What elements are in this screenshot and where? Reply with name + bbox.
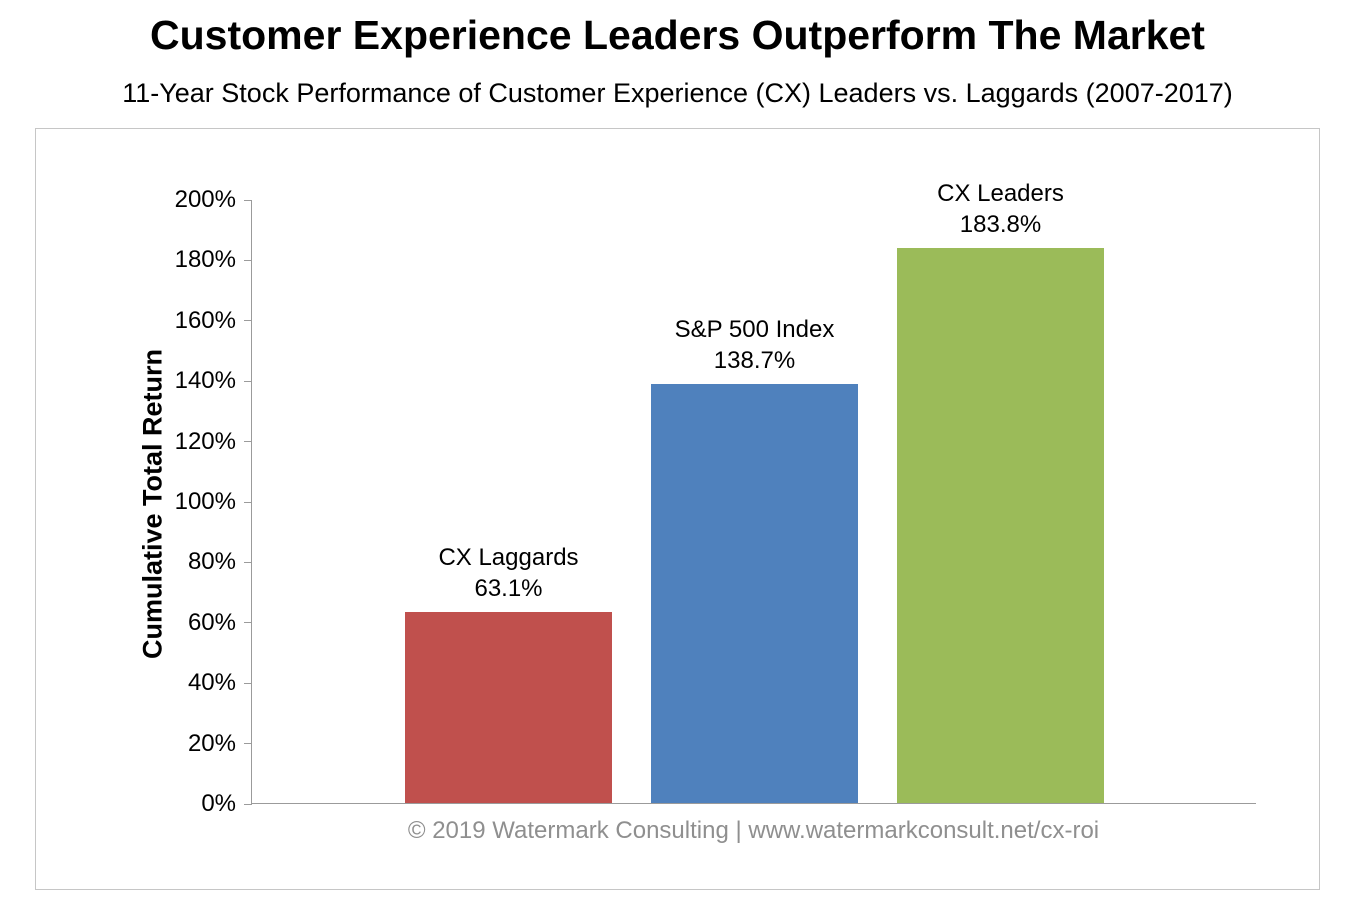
y-tick-mark: [244, 501, 252, 503]
page-title: Customer Experience Leaders Outperform T…: [150, 12, 1205, 58]
y-tick-mark: [244, 622, 252, 624]
y-tick-label: 100%: [174, 488, 236, 515]
footer-credit: © 2019 Watermark Consulting | www.waterm…: [407, 817, 1100, 844]
y-tick-mark: [244, 199, 252, 201]
bar-category-label: CX Leaders: [937, 179, 1064, 207]
bar-label: CX Laggards 63.1%: [349, 542, 669, 604]
y-tick-label: 180%: [174, 246, 236, 274]
bar-value-label: 183.8%: [959, 210, 1042, 238]
y-tick-label: 40%: [187, 669, 236, 697]
y-tick-mark: [244, 320, 252, 322]
bar-value-label: 138.7%: [713, 347, 796, 375]
plot-area: 0% 20% 40% 60% 80% 100% 120% 140% 160% 180% 200% CX…: [175, 180, 1256, 817]
y-tick-label: 160%: [174, 306, 236, 334]
page-subtitle: 11-Year Stock Performance of Customer Ex…: [122, 78, 1233, 108]
chart-container: Cumulative Total Return 0% 20% 40% 60% 80% 10…: [35, 128, 1320, 890]
y-tick-mark: [244, 803, 252, 805]
bar-cx-laggards: [405, 612, 612, 803]
y-tick-label: 0%: [201, 790, 236, 817]
bar-category-label: CX Laggards: [438, 544, 579, 572]
bar-label: S&P 500 Index 138.7%: [595, 314, 915, 376]
y-tick-label: 20%: [187, 729, 236, 757]
y-tick-label: 200%: [174, 186, 236, 213]
y-tick-mark: [244, 743, 252, 745]
y-tick-label: 80%: [187, 548, 236, 576]
bar-category-label: S&P 500 Index: [674, 316, 835, 344]
y-tick-label: 60%: [187, 608, 236, 636]
bar-value-label: 63.1%: [474, 575, 543, 603]
y-tick-mark: [244, 561, 252, 563]
bar-cx-leaders: [897, 247, 1104, 803]
y-axis-title: Cumulative Total Return: [137, 348, 168, 660]
y-tick-mark: [244, 259, 252, 261]
bar-s-p-500-index: [651, 384, 858, 803]
y-tick-mark: [244, 380, 252, 382]
y-tick-mark: [244, 682, 252, 684]
y-tick-label: 120%: [174, 427, 236, 455]
y-tick-label: 140%: [174, 367, 236, 395]
y-tick-mark: [244, 441, 252, 443]
bar-label: CX Leaders 183.8%: [841, 178, 1161, 240]
